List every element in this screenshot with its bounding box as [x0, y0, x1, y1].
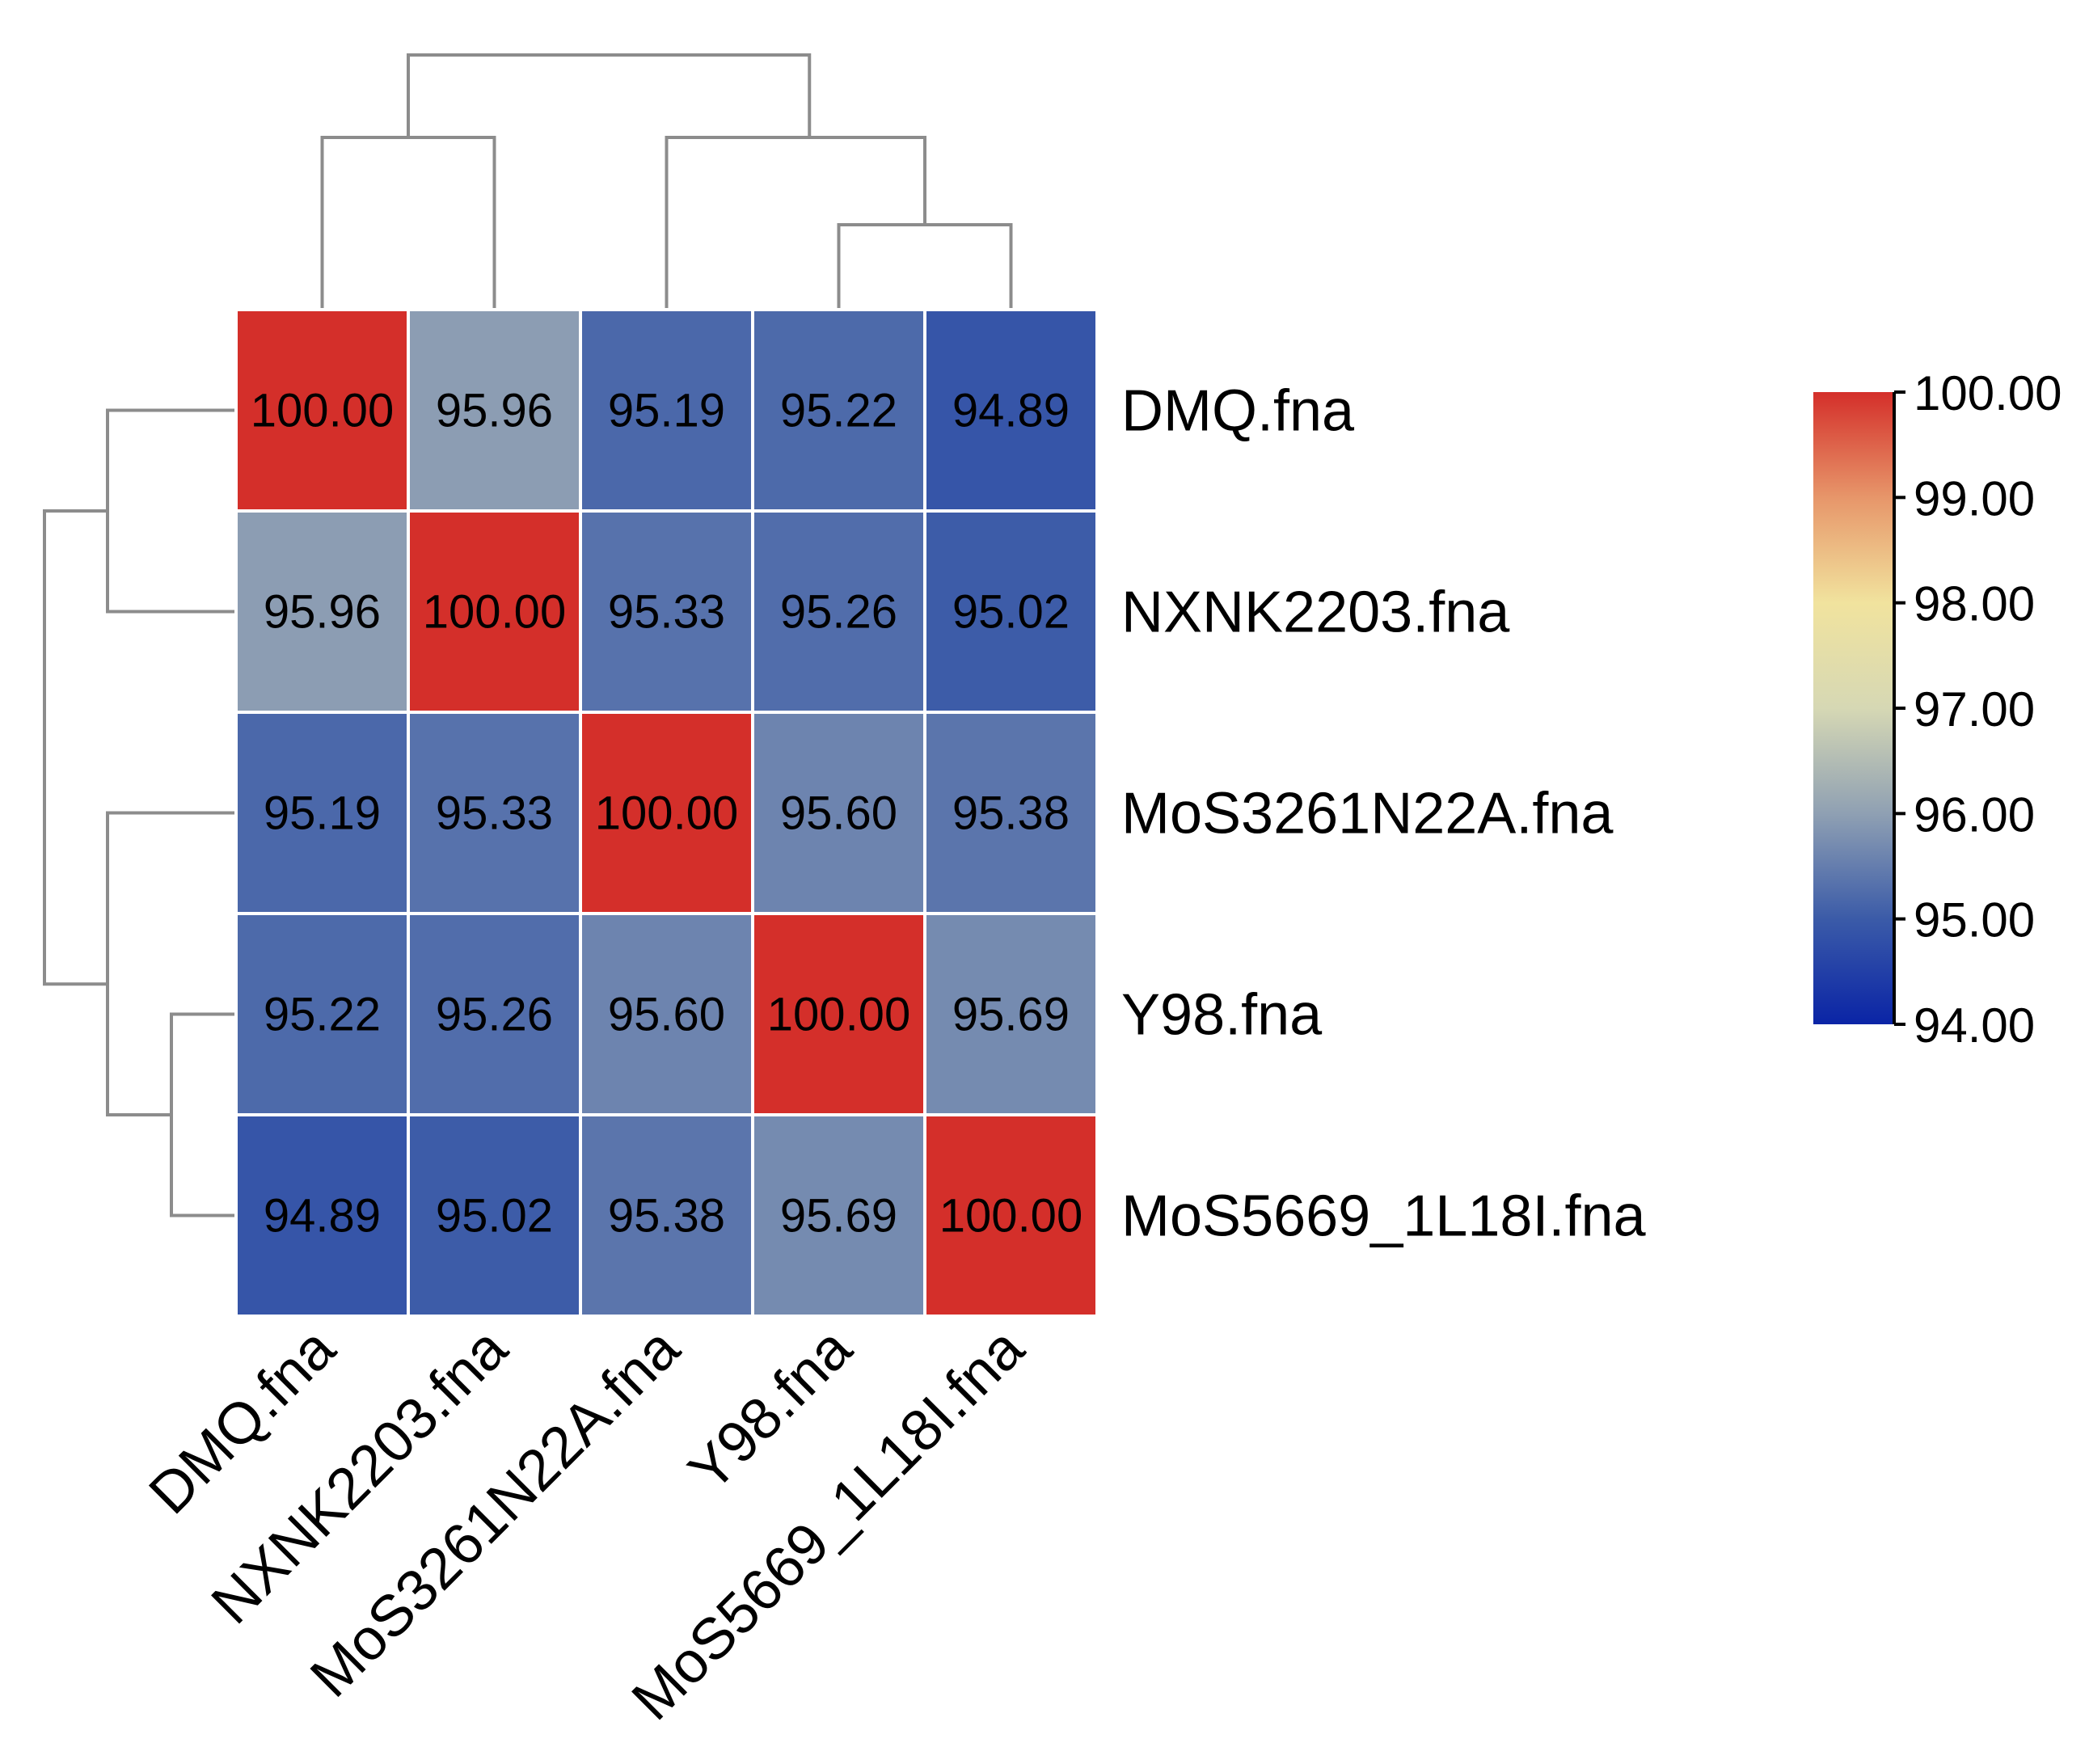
heatmap-cell — [579, 912, 754, 1116]
heatmap-cell — [234, 509, 410, 714]
heatmap-cell — [407, 1113, 582, 1318]
cell-value-label: 100.00 — [939, 1190, 1082, 1243]
colorbar-tick-label: 100.00 — [1914, 366, 2062, 420]
cell-value-label: 95.69 — [780, 1190, 897, 1243]
dendrogram-link — [106, 408, 236, 614]
colorbar-gradient — [1813, 392, 1894, 1024]
cell-value-label: 100.00 — [595, 787, 738, 840]
heatmap-cell — [579, 711, 754, 915]
heatmap-cell — [923, 912, 1099, 1116]
heatmap-cell — [234, 912, 410, 1116]
dendrogram-link — [170, 1012, 236, 1217]
cell-value-label: 100.00 — [423, 586, 566, 639]
cell-value-label: 95.22 — [780, 385, 897, 437]
column-labels: DMQ.fnaNXNK2203.fnaMoS3261N22A.fnaY98.fn… — [137, 1315, 1037, 1732]
heatmap-cell — [579, 1113, 754, 1318]
colorbar-tick-label: 98.00 — [1914, 577, 2035, 631]
dendrogram-link — [106, 811, 236, 1116]
cell-value-label: 95.33 — [608, 586, 725, 639]
cell-value-label: 95.38 — [608, 1190, 725, 1243]
cell-value-label: 95.26 — [436, 989, 553, 1041]
dendrogram-link — [320, 136, 496, 310]
cell-value-label: 95.02 — [436, 1190, 553, 1243]
cell-value-label: 100.00 — [767, 989, 910, 1041]
column-label: NXNK2203.fna — [200, 1315, 521, 1636]
row-label: Y98.fna — [1121, 983, 1323, 1048]
dendrogram-link — [837, 223, 1013, 310]
heatmap-cell — [751, 711, 926, 915]
row-label: MoS3261N22A.fna — [1121, 782, 1614, 846]
heatmap-cell — [407, 308, 582, 513]
cell-value-label: 94.89 — [264, 1190, 381, 1243]
cell-value-label: 95.96 — [264, 586, 381, 639]
row-label: MoS5669_1L18I.fna — [1121, 1184, 1646, 1249]
cell-value-label: 94.89 — [952, 385, 1070, 437]
cell-value-label: 95.22 — [264, 989, 381, 1041]
heatmap-cell — [407, 711, 582, 915]
heatmap-cell — [579, 308, 754, 513]
colorbar-tick-label: 97.00 — [1914, 682, 2035, 736]
heatmap-cell — [407, 912, 582, 1116]
heatmap-cells: 100.00 95.96 95.19 95.22 94.89 95.96 100.00 95.… — [234, 308, 1099, 1318]
heatmap-cell — [407, 509, 582, 714]
colorbar: 100.00 99.00 98.00 97.00 96.00 95.00 94.00 — [1813, 366, 2062, 1053]
cell-value-label: 95.19 — [608, 385, 725, 437]
cell-value-label: 95.69 — [952, 989, 1070, 1041]
cell-value-label: 95.02 — [952, 586, 1070, 639]
heatmap-cell — [751, 1113, 926, 1318]
cell-value-label: 95.60 — [608, 989, 725, 1041]
colorbar-tick-label: 99.00 — [1914, 471, 2035, 525]
colorbar-tick-label: 96.00 — [1914, 787, 2035, 842]
heatmap-cell — [923, 711, 1099, 915]
cell-value-label: 95.26 — [780, 586, 897, 639]
dendrogram-link — [407, 53, 812, 137]
heatmap-cell — [751, 308, 926, 513]
row-labels: DMQ.fna NXNK2203.fna MoS3261N22A.fna Y98.fn… — [1121, 379, 1646, 1249]
cell-value-label: 95.38 — [952, 787, 1070, 840]
cell-value-label: 95.96 — [436, 385, 553, 437]
heatmap-cell — [234, 711, 410, 915]
colorbar-tick-label: 94.00 — [1914, 998, 2035, 1053]
row-dendrogram — [43, 408, 236, 1217]
heatmap-cell — [234, 308, 410, 513]
cell-value-label: 95.33 — [436, 787, 553, 840]
row-label: NXNK2203.fna — [1121, 580, 1510, 645]
dendrogram-link — [43, 509, 108, 986]
column-dendrogram — [320, 53, 1013, 310]
cell-value-label: 100.00 — [251, 385, 394, 437]
dendrogram-link — [665, 136, 926, 310]
heatmap-cell — [923, 1113, 1099, 1318]
heatmap-cell — [923, 308, 1099, 513]
colorbar-tick-label: 95.00 — [1914, 893, 2035, 947]
cell-value-label: 95.19 — [264, 787, 381, 840]
row-label: DMQ.fna — [1121, 379, 1355, 444]
heatmap-cell — [234, 1113, 410, 1318]
cell-value-label: 95.60 — [780, 787, 897, 840]
